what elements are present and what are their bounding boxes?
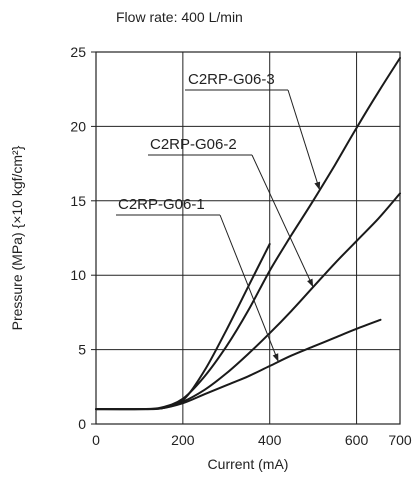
annotation-leader bbox=[287, 89, 321, 191]
tick-labels: 0 200 400 600 700 0 5 10 15 20 25 bbox=[70, 44, 411, 448]
y-tick-label: 0 bbox=[78, 416, 86, 432]
y-tick-label: 20 bbox=[70, 118, 86, 134]
y-axis-label: Pressure (MPa) {×10 kgf/cm²} bbox=[9, 145, 25, 330]
chart-title: Flow rate: 400 L/min bbox=[116, 9, 243, 25]
x-tick-label: 600 bbox=[345, 432, 369, 448]
annotation-arrowhead bbox=[314, 181, 321, 191]
annotation-label: C2RP-G06-3 bbox=[188, 71, 275, 88]
annotation-arrowhead bbox=[272, 353, 279, 362]
y-tick-label: 5 bbox=[78, 342, 86, 358]
series-line-c2rp-g06-1 bbox=[95, 318, 382, 411]
annotation-leader bbox=[219, 214, 279, 362]
plot-frame bbox=[95, 51, 401, 425]
x-tick-label: 700 bbox=[388, 432, 412, 448]
annotation-leader bbox=[251, 154, 314, 288]
series-layer bbox=[95, 57, 401, 411]
x-tick-label: 200 bbox=[171, 432, 195, 448]
y-tick-label: 15 bbox=[70, 193, 86, 209]
y-tick-label: 25 bbox=[70, 44, 86, 60]
x-tick-label: 400 bbox=[258, 432, 282, 448]
grid bbox=[91, 51, 400, 425]
annotation-label: C2RP-G06-1 bbox=[118, 196, 205, 213]
x-tick-label: 0 bbox=[92, 432, 100, 448]
y-tick-label: 10 bbox=[70, 267, 86, 283]
annotation-arrowhead bbox=[307, 278, 314, 288]
series-line-c2rp-g06-3 bbox=[95, 57, 401, 411]
annotation-label: C2RP-G06-2 bbox=[150, 136, 237, 153]
x-axis-label: Current (mA) bbox=[208, 456, 289, 472]
annotation-layer: C2RP-G06-3 C2RP-G06-2 C2RP-G06-1 bbox=[116, 71, 321, 362]
series-line-unlabeled-3 bbox=[160, 243, 271, 410]
